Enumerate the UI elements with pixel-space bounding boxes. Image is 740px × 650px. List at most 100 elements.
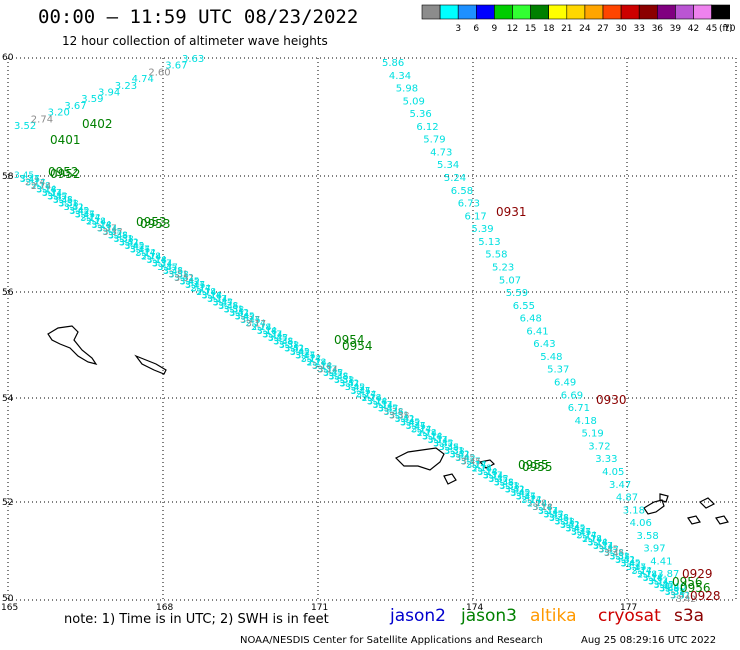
swh-value: 3.45 [439,443,459,453]
swh-value: 3.97 [643,544,665,555]
swh-value: 3.45 [549,514,569,524]
lon-tick-label: 171 [311,603,328,613]
swh-value: 3.14 [36,185,56,195]
swh-value: 2.74 [637,570,657,580]
satellite-jason2: jason2 [390,606,446,626]
swh-value: 3.17 [356,390,376,400]
swh-value: 3.45 [69,206,89,216]
swh-value: 2.74 [521,496,541,506]
swh-value: 3.18 [582,535,602,545]
swh-value: 3.37 [483,471,503,481]
swh-value: 3.38 [108,231,128,241]
swh-value: 2.74 [362,394,382,404]
legend-tick-label: 70 [724,24,736,34]
swh-value: 3.51 [58,199,78,209]
legend-tick-label: 18 [543,24,555,34]
swh-value: 3.45 [75,210,95,220]
swh-value: 3.51 [340,380,360,390]
swh-value: 3.17 [185,280,205,290]
swh-value: 3.72 [588,441,610,452]
swh-value: 3.38 [389,412,409,422]
swh-value: 2.74 [631,566,651,576]
legend-tick-label: 6 [473,24,479,34]
legend-swatch [530,4,549,20]
swh-value: 2.74 [582,535,602,545]
swh-value: 3.45 [461,457,481,467]
swh-value: 3.51 [450,450,470,460]
swh-value: 3.45 [384,408,404,418]
swh-value: 3.14 [152,260,172,270]
swh-value: 2.74 [356,390,376,400]
swh-value: 3.42 [229,309,249,319]
legend-tick-label: 42 [688,24,699,34]
swh-value: 6.55 [513,301,535,312]
swh-value: 3.51 [560,521,580,531]
swh-value: 3.37 [538,506,558,516]
legend-swatch [457,4,477,20]
swh-value: 6.43 [533,339,555,350]
swh-value: 2.74 [86,217,106,227]
swh-value: 3.45 [323,369,343,379]
pass-time-label: 0955 [522,460,553,474]
swh-value: 3.42 [174,273,194,283]
swh-value: 3.51 [285,344,305,354]
legend-swatch [475,4,495,20]
pass-time-label: 0954 [334,333,365,347]
swh-value: 3.42 [64,203,84,213]
swh-value: 3.14 [648,577,668,587]
swh-value: 3.33 [595,454,617,465]
swh-value: 5.34 [437,160,459,171]
pass-time-label: 0953 [140,217,171,231]
legend-tick-label: 21 [561,24,572,34]
swh-value: 3.45 [213,298,233,308]
swh-value: 3.51 [168,270,188,280]
swh-value: 5.98 [396,84,418,95]
swh-value: 3.45 [20,175,40,185]
swh-value: 2.74 [196,288,216,298]
credit-line: NOAA/NESDIS Center for Satellite Applica… [240,635,543,646]
swh-value: 5.48 [540,352,562,363]
swh-value: 3.37 [427,436,447,446]
swh-value: 3.14 [201,291,221,301]
swh-value: 3.42 [400,419,420,429]
swh-value: 3.45 [400,418,420,428]
swh-value: 3.51 [505,486,525,496]
swh-value: 3.42 [511,489,531,499]
swh-value: 3.45 [406,422,426,432]
swh-value: 3.14 [428,436,448,446]
swh-value: 3.37 [262,330,282,340]
swh-value: 2.74 [417,429,437,439]
swh-value: 2.74 [31,114,53,125]
swh-value: 3.38 [59,200,79,210]
swh-value: 3.17 [522,496,542,506]
swh-value: 3.45 [626,563,646,573]
swh-value: 3.42 [70,207,90,217]
swh-value: 3.37 [593,542,613,552]
swh-value: 3.45 [102,228,122,238]
swh-value: 3.42 [235,313,255,323]
legend-swatch [584,4,604,20]
swh-value: 3.38 [494,478,514,488]
swh-value: 3.17 [411,426,431,436]
swh-value: 3.45 [604,549,624,559]
swh-value: 3.17 [350,386,370,396]
legend-swatch [602,4,622,20]
swh-value: 3.17 [301,355,321,365]
swh-value: 3.17 [571,528,591,538]
swh-value: 3.42 [676,595,696,605]
swh-value: 3.45 [598,545,618,555]
swh-value: 5.24 [444,173,466,184]
swh-value: 3.17 [626,563,646,573]
swh-value: 3.38 [279,341,299,351]
legend-swatch [620,4,640,20]
swh-value: 3.58 [637,531,659,542]
swh-value: 3.42 [450,450,470,460]
swh-value: 3.51 [64,203,84,213]
swh-value: 3.23 [115,81,137,92]
longitude-axis: 165 168 171 174 177 [1,603,637,613]
swh-value: 4.87 [616,493,638,504]
swh-value: 3.45 [163,267,183,277]
island-outline [715,515,729,525]
swh-value: 3.38 [328,372,348,382]
